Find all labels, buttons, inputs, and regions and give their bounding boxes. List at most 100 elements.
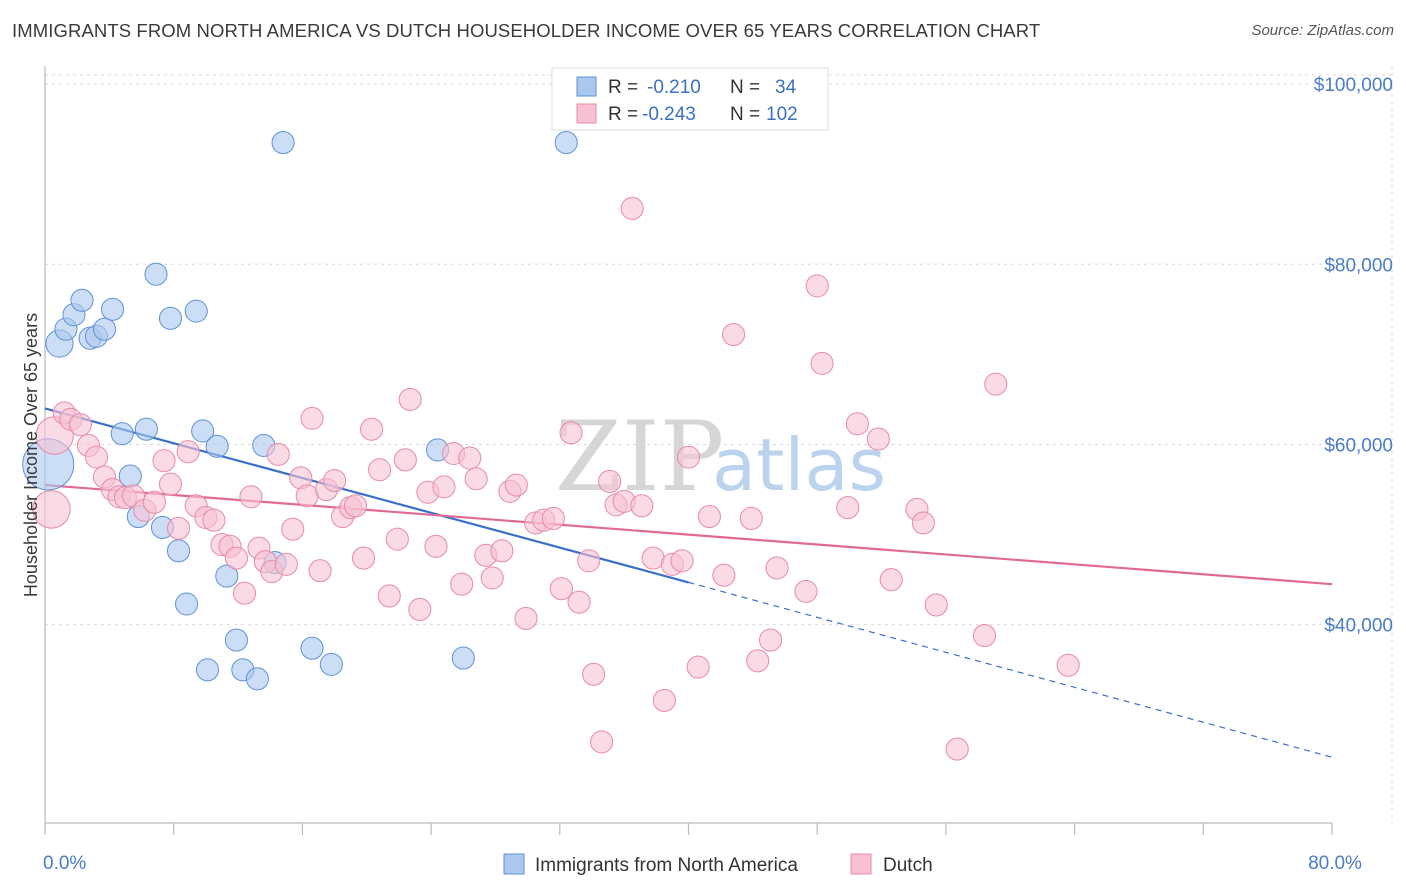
point-immigrants — [300, 636, 324, 660]
point-dutch — [582, 662, 606, 686]
point-immigrants — [195, 658, 220, 682]
point-dutch — [393, 448, 417, 472]
data-points — [22, 131, 1080, 761]
point-dutch — [879, 568, 903, 592]
point-dutch — [721, 323, 746, 347]
legend-label-dutch: Dutch — [883, 855, 933, 876]
point-dutch — [911, 511, 935, 535]
point-dutch — [712, 563, 736, 587]
point-immigrants — [245, 667, 269, 691]
point-dutch — [232, 581, 257, 605]
point-dutch — [343, 494, 368, 518]
point-dutch — [541, 506, 565, 530]
point-dutch — [810, 351, 834, 375]
point-dutch — [739, 506, 763, 530]
point-dutch — [300, 406, 324, 430]
point-immigrants — [205, 434, 229, 458]
legend-r-label-2: R = — [608, 104, 638, 125]
point-dutch — [408, 597, 432, 621]
point-immigrants — [144, 262, 168, 286]
point-immigrants — [101, 297, 125, 321]
point-dutch — [295, 484, 319, 508]
y-tick-label: $80,000 — [1324, 255, 1393, 276]
point-dutch — [266, 442, 290, 466]
legend-swatch-immigrants — [503, 853, 525, 875]
point-dutch — [972, 624, 997, 648]
point-dutch — [697, 505, 721, 529]
point-immigrants — [175, 592, 199, 616]
point-dutch — [368, 458, 392, 482]
point-dutch — [202, 508, 226, 532]
point-dutch — [385, 527, 409, 551]
point-immigrants — [191, 419, 215, 443]
point-dutch — [239, 485, 263, 509]
point-dutch — [514, 606, 538, 630]
y-tick-label: $40,000 — [1324, 616, 1393, 637]
point-dutch — [432, 475, 456, 499]
chart-source: Source: ZipAtlas.com — [1251, 22, 1394, 39]
series-legend: Immigrants from North America Dutch — [503, 853, 933, 876]
legend-n-label-2: N = — [730, 104, 760, 125]
point-dutch — [845, 412, 869, 436]
point-dutch — [152, 449, 176, 473]
point-dutch — [567, 590, 591, 614]
point-dutch — [274, 552, 298, 576]
point-dutch — [281, 517, 305, 541]
point-immigrants — [319, 652, 343, 676]
y-tick-label: $60,000 — [1324, 436, 1393, 457]
point-dutch — [458, 446, 482, 470]
watermark: ZIP atlas — [555, 401, 886, 513]
point-immigrants — [224, 628, 248, 652]
x-tick-label: 0.0% — [43, 853, 86, 874]
point-dutch — [84, 445, 109, 469]
correlation-legend: R = -0.210 N = 34 R = -0.243 N = 102 — [551, 67, 829, 131]
point-dutch — [166, 516, 191, 540]
point-dutch — [142, 490, 166, 514]
tick-labels: $40,000 $60,000 $80,000 $100,000 0.0% 80.0% — [43, 75, 1393, 874]
point-dutch — [866, 427, 890, 451]
point-dutch — [765, 556, 789, 580]
point-immigrants — [215, 564, 239, 588]
point-immigrants — [554, 131, 578, 155]
point-dutch — [836, 496, 860, 520]
y-axis-label: Householder Income Over 65 years — [21, 313, 41, 597]
point-dutch — [746, 649, 770, 673]
legend-n-value-1: 34 — [775, 77, 797, 98]
point-dutch — [176, 440, 200, 464]
point-immigrants — [166, 539, 191, 563]
point-dutch — [351, 546, 376, 570]
y-tick-label: $100,000 — [1314, 75, 1393, 96]
point-dutch — [630, 494, 654, 518]
point-dutch — [598, 469, 622, 493]
point-dutch — [68, 413, 92, 437]
point-dutch — [686, 655, 710, 679]
point-dutch — [360, 417, 384, 441]
point-dutch — [549, 577, 573, 601]
point-dutch — [308, 559, 332, 583]
point-dutch — [323, 468, 347, 493]
legend-swatch-blue — [576, 76, 597, 97]
legend-r-value-2: -0.243 — [642, 104, 696, 125]
legend-swatch-pink — [576, 103, 597, 124]
legend-r-label-1: R = — [608, 77, 638, 98]
point-dutch — [377, 584, 401, 608]
x-tick-label: 80.0% — [1308, 853, 1362, 874]
point-dutch — [504, 473, 528, 497]
point-dutch — [794, 579, 818, 603]
legend-n-value-2: 102 — [766, 104, 798, 125]
point-dutch — [158, 472, 183, 496]
legend-r-value-1: -0.210 — [647, 77, 701, 98]
point-immigrants — [70, 288, 94, 312]
point-dutch — [805, 274, 829, 298]
point-immigrants — [92, 317, 117, 341]
point-dutch — [450, 572, 474, 596]
point-dutch — [924, 593, 948, 617]
legend-label-immigrants: Immigrants from North America — [535, 855, 798, 876]
trend-line-immigrants-extension — [688, 581, 1333, 758]
point-dutch — [480, 566, 504, 590]
point-dutch — [577, 549, 601, 573]
point-dutch — [464, 467, 488, 491]
point-dutch — [676, 445, 701, 469]
point-dutch — [1056, 653, 1080, 677]
